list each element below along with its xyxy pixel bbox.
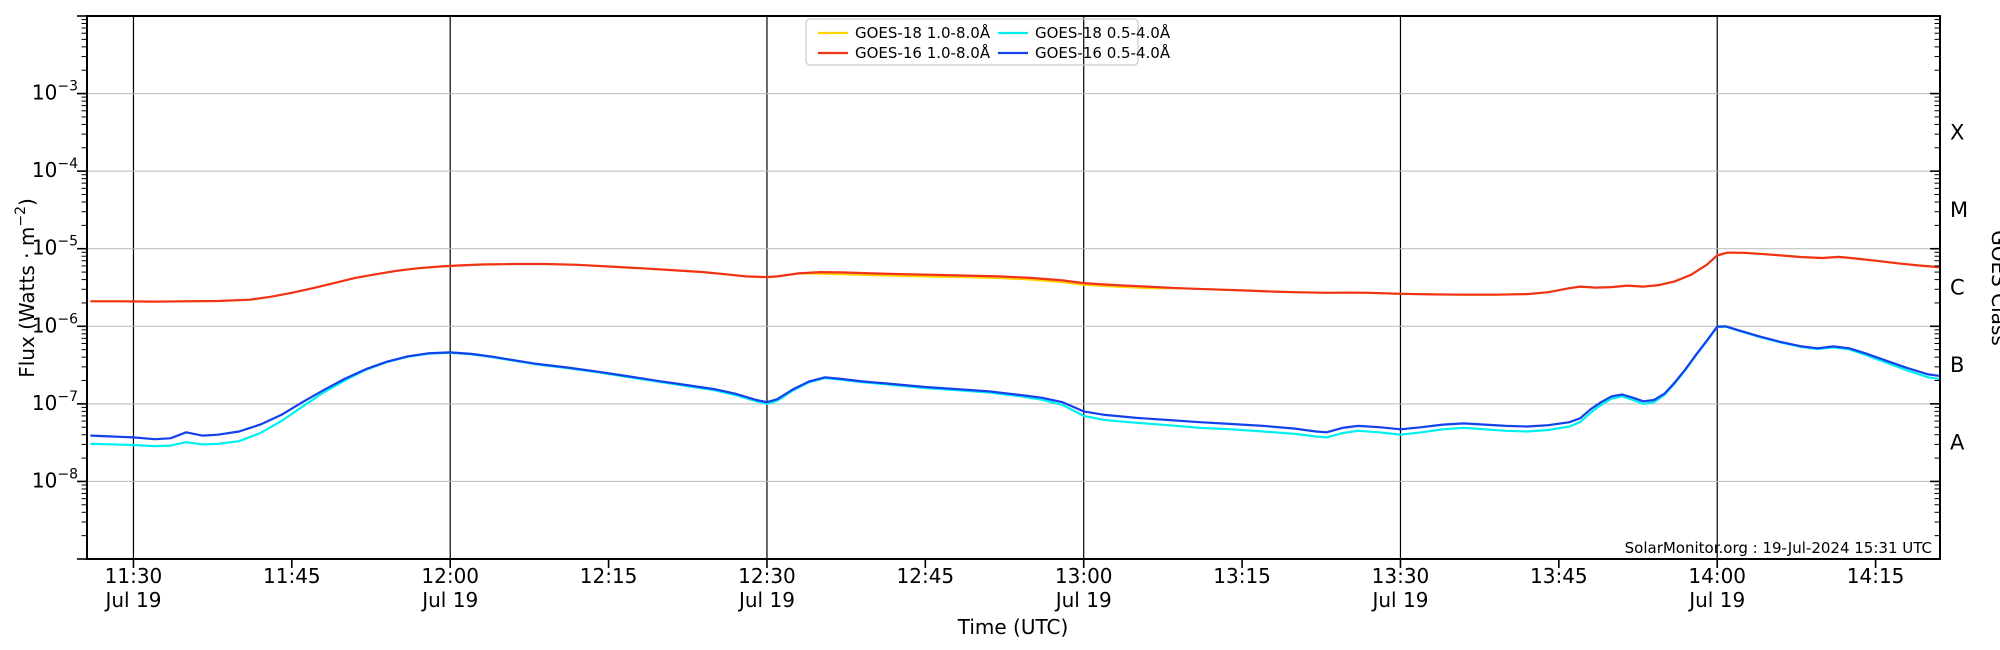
series-lines xyxy=(90,251,1941,448)
y-tick-label: 10−5 xyxy=(32,234,78,260)
y-axis-title-text: Flux (Watts · m−2) xyxy=(13,198,39,378)
goes-class-label: M xyxy=(1950,198,1968,222)
x-tick-sublabel: Jul 19 xyxy=(1054,588,1112,612)
goes-class-label: B xyxy=(1950,353,1964,377)
y-tick-label: 10−6 xyxy=(32,311,78,337)
axis-ticks xyxy=(77,15,1940,568)
x-tick-label: 13:30 xyxy=(1372,564,1430,588)
legend-label: GOES-18 1.0-8.0Å xyxy=(855,23,991,42)
x-tick-label: 13:45 xyxy=(1530,564,1588,588)
x-tick-label: 13:00 xyxy=(1055,564,1113,588)
plot-border xyxy=(86,15,1941,560)
flux-curve xyxy=(90,325,1941,441)
y-tick-label: 10−7 xyxy=(32,389,78,415)
goes-class-labels: X M C B A xyxy=(1950,120,1968,454)
y-tick-label: 10−4 xyxy=(32,156,78,182)
x-tick-label: 11:30 xyxy=(105,564,163,588)
flux-curve xyxy=(90,251,1941,303)
right-axis-title: GOES Class xyxy=(1987,230,2000,346)
x-tick-sublabel: Jul 19 xyxy=(420,588,478,612)
legend-label: GOES-16 0.5-4.0Å xyxy=(1035,43,1171,62)
x-tick-label: 12:00 xyxy=(421,564,479,588)
y-tick-label: 10−3 xyxy=(32,79,78,105)
y-tick-label: 10−8 xyxy=(32,466,78,492)
legend-label: GOES-16 1.0-8.0Å xyxy=(855,43,991,62)
x-tick-label: 12:15 xyxy=(580,564,638,588)
legend-label: GOES-18 0.5-4.0Å xyxy=(1035,23,1171,42)
x-tick-label: 12:45 xyxy=(897,564,955,588)
goes-class-label: A xyxy=(1950,431,1965,455)
flux-curve xyxy=(90,325,1941,448)
x-tick-label: 14:00 xyxy=(1688,564,1746,588)
goes-class-label: C xyxy=(1950,276,1965,300)
x-axis-title: Time (UTC) xyxy=(957,615,1069,639)
watermark: SolarMonitor.org : 19-Jul-2024 15:31 UTC xyxy=(1625,539,1932,557)
x-tick-label: 13:15 xyxy=(1213,564,1271,588)
y-tick-labels: 10−3 10−4 10−5 10−6 10−7 10−8 xyxy=(32,79,78,493)
x-tick-sublabel: Jul 19 xyxy=(1370,588,1428,612)
gridlines xyxy=(87,16,1940,559)
x-tick-sublabel: Jul 19 xyxy=(103,588,161,612)
x-tick-label: 14:15 xyxy=(1847,564,1905,588)
goes-class-label: X xyxy=(1950,120,1964,144)
legend-box xyxy=(805,18,1139,66)
x-tick-label: 11:45 xyxy=(263,564,321,588)
x-tick-label: 12:30 xyxy=(738,564,796,588)
x-tick-sublabel: Jul 19 xyxy=(737,588,795,612)
x-tick-sublabel: Jul 19 xyxy=(1687,588,1745,612)
y-axis-title: Flux (Watts · m−2) xyxy=(13,198,39,378)
